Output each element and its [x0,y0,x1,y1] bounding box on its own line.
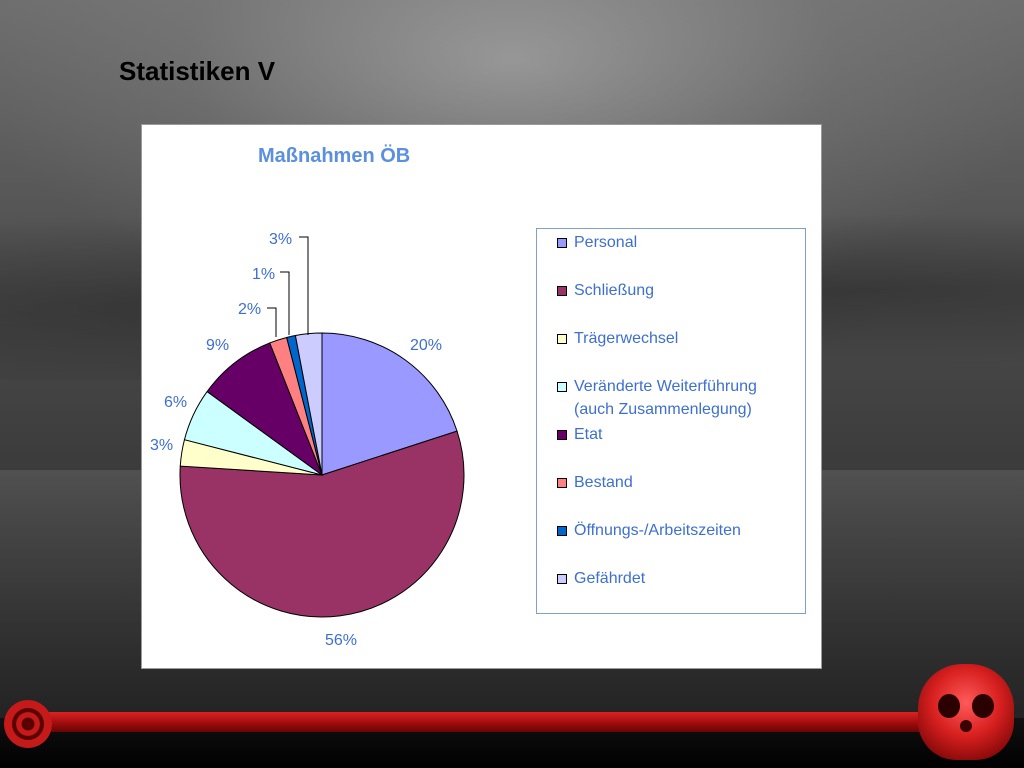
label-leader-line [267,307,277,337]
slice-percent-label: 6% [164,394,187,411]
slice-percent-label: 2% [238,301,261,318]
legend-swatch [557,286,567,296]
slide-title: Statistiken V [119,56,276,86]
legend-swatch [557,574,567,584]
legend-label: Gefährdet [574,570,646,587]
skull-eye-right [972,694,994,718]
slice-percent-label: 1% [252,266,275,283]
pie-slice [321,332,458,476]
legend-swatch [557,382,567,392]
slice-percent-label: 3% [269,231,292,248]
scroll-curl-ornament [4,700,52,748]
slice-percent-label: 9% [206,337,229,354]
skull-nose [960,720,972,732]
pie-slice [179,430,465,618]
legend-label: Etat [574,426,603,443]
label-leader-line [280,271,290,335]
legend-swatch [557,526,567,536]
legend-swatch [557,430,567,440]
legend-swatch [557,478,567,488]
red-scroll-ornament [30,712,930,732]
legend-swatch [557,334,567,344]
pie-slice [294,332,323,476]
legend-label: Schließung [574,282,655,299]
legend-label: Trägerwechsel [574,330,679,347]
pie-slice [206,342,324,477]
chart-frame: 20% 56% 3% 6% 9% 2% 1% 3% Maßnahmen ÖB Personal… [141,124,822,669]
chart-title: Maßnahmen ÖB [258,145,411,167]
chart-legend: Personal Schließung Trägerwechsel Verändert… [536,228,806,614]
legend-label: Öffnungs-/Arbeitszeiten [574,522,741,539]
legend-label: Bestand [574,474,633,491]
slice-percent-label: 3% [150,437,173,454]
skull-eye-left [938,694,960,718]
slice-percent-label: 20% [410,337,442,354]
legend-swatch [557,238,567,248]
slice-percent-label: 56% [325,632,357,649]
legend-label: Personal [574,234,638,251]
legend-label: Veränderte Weiterführung (auch Zusammenle… [574,378,757,418]
skull-ornament [918,664,1014,760]
pie-chart: 20% 56% 3% 6% 9% 2% 1% 3% [150,231,465,649]
label-leader-line [299,236,309,335]
